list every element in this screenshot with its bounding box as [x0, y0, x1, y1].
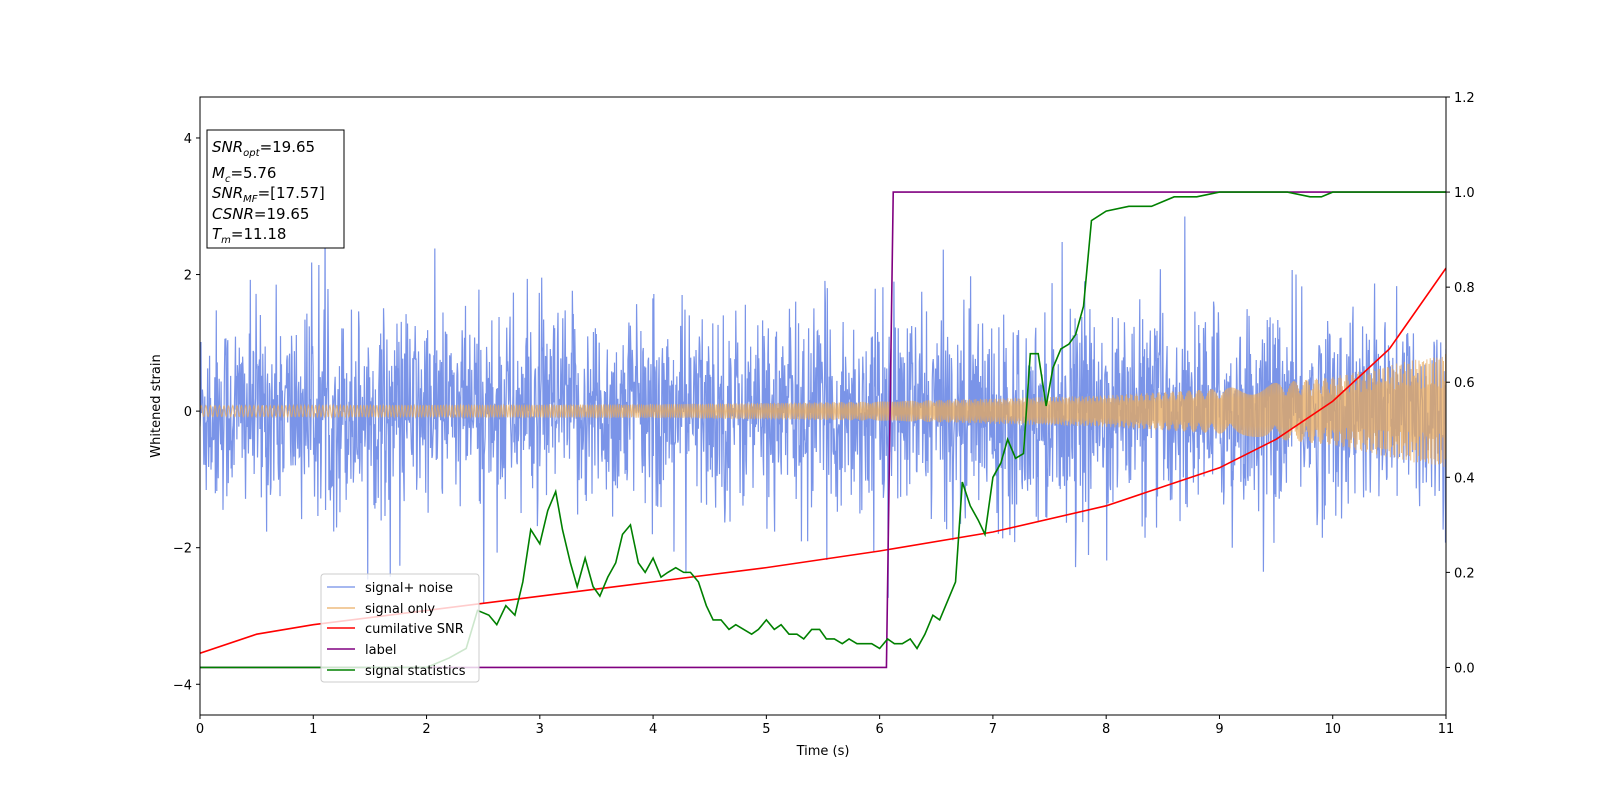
y-left-tick-label: 0	[184, 405, 192, 420]
series-label	[200, 191, 1446, 669]
y-left-tick-label: 4	[184, 132, 192, 147]
series-signal-only	[200, 354, 1446, 467]
stats-snr-mf: SNRMF=[17.57]	[212, 184, 325, 205]
y-right-tick-label: 1.2	[1454, 91, 1475, 106]
legend-label-label: label	[365, 643, 396, 658]
plot-frame	[199, 96, 1447, 716]
x-tick-label: 11	[1438, 722, 1455, 737]
x-tick-label: 0	[196, 722, 204, 737]
stats-tm: Tm=11.18	[212, 225, 286, 246]
y-left-tick-label: −2	[173, 542, 192, 557]
stats-mc: Mc=5.76	[212, 164, 276, 185]
legend-label-signal-only: signal only	[365, 602, 435, 617]
legend-label-cumilative-snr: cumilative SNR	[365, 622, 464, 637]
stats-csnr: CSNR=19.65	[212, 205, 309, 223]
y-right-tick-label: 0.8	[1454, 281, 1475, 296]
x-axis-label: Time (s)	[796, 744, 850, 759]
y-right-tick-label: 0.4	[1454, 471, 1475, 486]
series-signal-statistics	[200, 191, 1446, 669]
x-tick-label: 9	[1215, 722, 1223, 737]
x-tick-label: 4	[649, 722, 657, 737]
y-right-tick-label: 0.0	[1454, 661, 1475, 676]
y-axis-label: Whitened strain	[149, 354, 164, 457]
x-tick-label: 7	[989, 722, 997, 737]
x-tick-label: 3	[536, 722, 544, 737]
stats-snr-opt: SNRopt=19.65	[212, 138, 315, 159]
legend-label-signal-noise: signal+ noise	[365, 581, 453, 596]
x-tick-label: 2	[422, 722, 430, 737]
stats-box-frame	[206, 129, 345, 249]
stats-box: SNRopt=19.65 Mc=5.76 SNRMF=[17.57] CSNR=…	[206, 129, 345, 249]
x-tick-label: 8	[1102, 722, 1110, 737]
x-tick-label: 10	[1324, 722, 1341, 737]
y-right-tick-label: 0.2	[1454, 566, 1475, 581]
y-right-tick-label: 1.0	[1454, 186, 1475, 201]
x-tick-label: 1	[309, 722, 317, 737]
legend-frame	[320, 573, 480, 683]
legend-label-signal-statistics: signal statistics	[365, 664, 466, 679]
y-left-tick-label: −4	[173, 678, 192, 693]
x-tick-label: 5	[762, 722, 770, 737]
ticks-layer: 0 1 2 3 4 5 6 7 8 9 10 11 4 2 0 −2 −4 1.2 1.0 0.8 0.6 0.4 0.2 0…	[173, 91, 1475, 737]
y-right-tick-label: 0.6	[1454, 376, 1475, 391]
x-tick-label: 6	[875, 722, 883, 737]
y-left-tick-label: 2	[184, 269, 192, 284]
legend: signal+ noise signal only cumilative SNR…	[320, 573, 480, 683]
